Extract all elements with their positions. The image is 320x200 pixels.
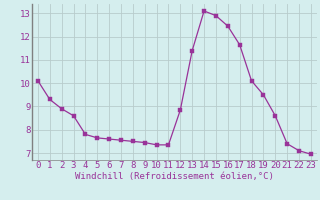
X-axis label: Windchill (Refroidissement éolien,°C): Windchill (Refroidissement éolien,°C) [75, 172, 274, 181]
